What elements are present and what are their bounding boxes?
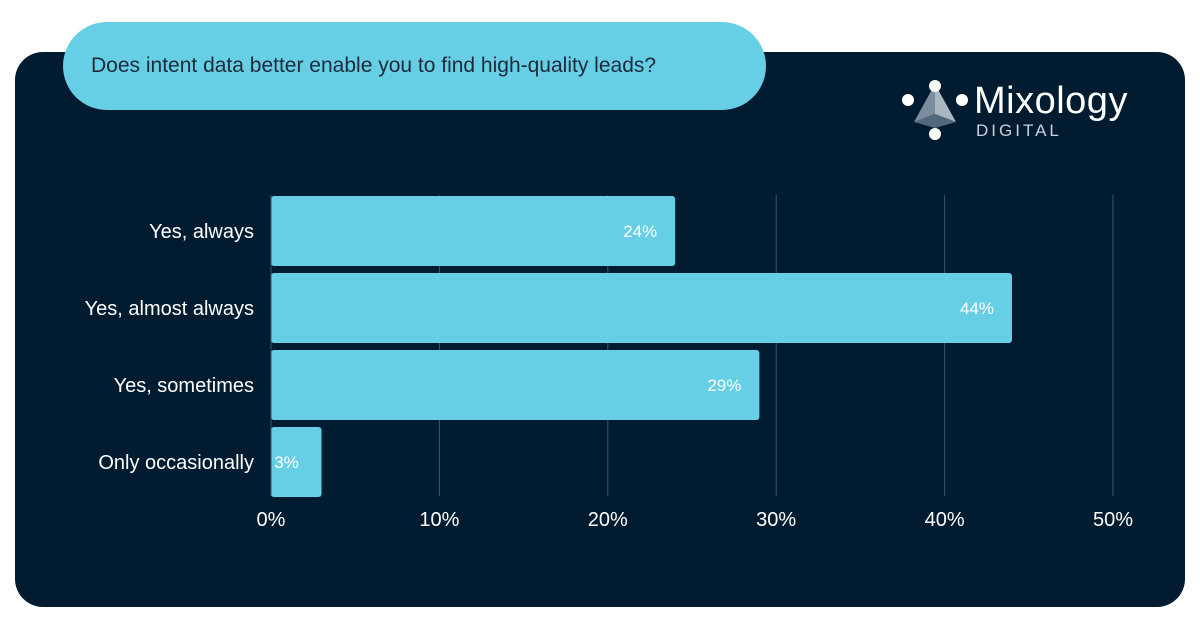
data-label: 24% [623,222,657,241]
bar [271,273,1012,343]
brand-logo: Mixology DIGITAL [900,78,1160,148]
mixology-logo-icon [902,80,968,140]
x-tick-label: 40% [925,509,965,531]
bar [271,196,676,266]
category-label: Only occasionally [98,452,254,474]
x-tick-label: 50% [1093,509,1133,531]
data-label: 3% [274,453,299,472]
data-label: 29% [707,376,741,395]
category-label: Yes, almost always [85,298,254,320]
category-label: Yes, always [149,221,254,243]
bar [271,350,760,420]
question-banner: Does intent data better enable you to fi… [63,22,766,110]
x-tick-label: 20% [588,509,628,531]
logo-name: Mixology [974,80,1128,122]
question-text: Does intent data better enable you to fi… [91,54,657,77]
x-tick-label: 10% [419,509,459,531]
x-tick-label: 30% [756,509,796,531]
logo-subtitle: DIGITAL [976,121,1062,140]
bar [271,427,322,497]
x-tick-label: 0% [257,509,286,531]
data-label: 44% [960,299,994,318]
category-label: Yes, sometimes [114,375,254,397]
